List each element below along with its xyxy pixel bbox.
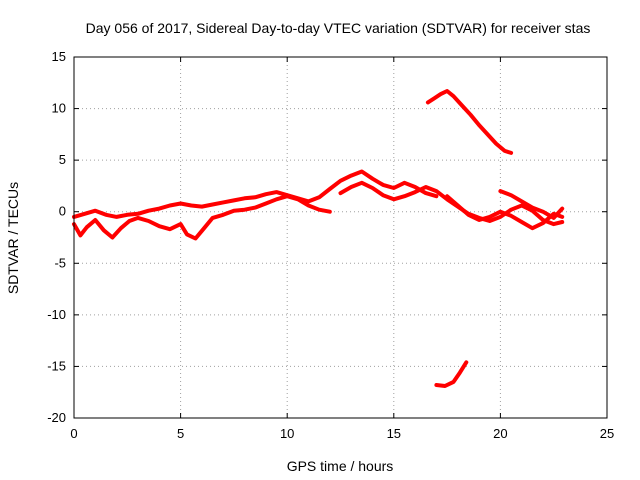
y-tick-label: 0 bbox=[59, 204, 66, 219]
series-line-track-6 bbox=[425, 89, 514, 155]
y-axis-title: SDTVAR / TECUs bbox=[5, 182, 21, 294]
axis-ticks: 0 5 10 15 20 25 -20 -15 -10 -5 0 5 10 15 bbox=[47, 49, 614, 441]
series-line-track-4 bbox=[445, 194, 565, 231]
y-tick-label: 10 bbox=[52, 101, 66, 116]
series-line-track-1 bbox=[72, 169, 439, 219]
x-tick-label: 5 bbox=[177, 426, 184, 441]
plot-frame bbox=[73, 56, 608, 419]
y-tick-label: -10 bbox=[47, 307, 66, 322]
x-tick-label: 25 bbox=[600, 426, 614, 441]
x-tick-label: 20 bbox=[493, 426, 507, 441]
x-tick-label: 15 bbox=[387, 426, 401, 441]
y-tick-label: 15 bbox=[52, 49, 66, 64]
y-tick-label: -20 bbox=[47, 410, 66, 425]
chart-title: Day 056 of 2017, Sidereal Day-to-day VTE… bbox=[86, 20, 591, 36]
x-axis-title: GPS time / hours bbox=[287, 458, 394, 474]
x-tick-label: 0 bbox=[70, 426, 77, 441]
series-line-track-2 bbox=[72, 194, 332, 241]
y-tick-label: -5 bbox=[54, 255, 66, 270]
x-tick-label: 10 bbox=[280, 426, 294, 441]
grid-lines bbox=[74, 57, 607, 418]
data-series bbox=[72, 89, 565, 388]
y-tick-label: 5 bbox=[59, 152, 66, 167]
y-tick-label: -15 bbox=[47, 358, 66, 373]
series-line-track-7 bbox=[434, 360, 469, 388]
series-line-track-5 bbox=[498, 189, 565, 220]
